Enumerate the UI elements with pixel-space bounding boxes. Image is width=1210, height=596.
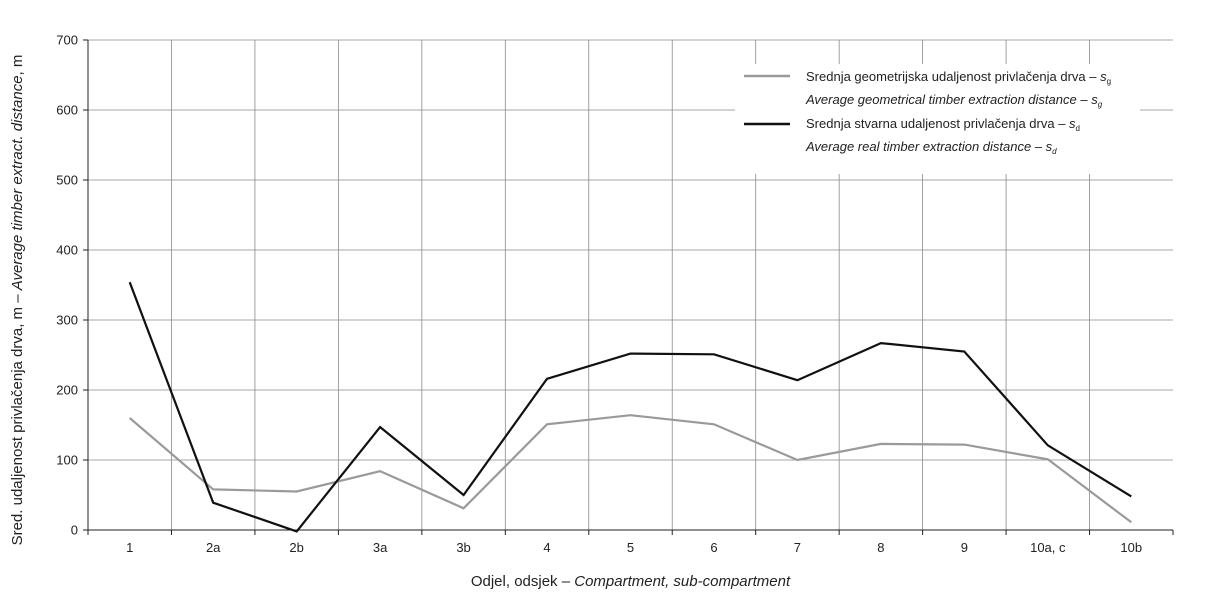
x-tick-label: 10a, c	[1030, 540, 1066, 555]
y-tick-label: 0	[71, 523, 78, 538]
y-axis-title-plain: Sred. udaljenost privlačenja drva, m –	[9, 290, 26, 545]
gridlines	[88, 39, 1173, 530]
legend-label-hr: Srednja stvarna udaljenost privlačenja d…	[806, 116, 1080, 133]
x-tick-label: 6	[710, 540, 717, 555]
legend-label-var: s	[1069, 116, 1076, 131]
legend-label-sub: g	[1107, 77, 1111, 86]
legend-label-text: Srednja stvarna udaljenost privlačenja d…	[806, 116, 1069, 131]
x-tick-label: 1	[126, 540, 133, 555]
x-tick-label: 4	[543, 540, 550, 555]
x-tick-label: 9	[961, 540, 968, 555]
y-tick-label: 100	[56, 453, 78, 468]
legend-label-sub: g	[1098, 100, 1103, 109]
x-axis-title: Odjel, odsjek – Compartment, sub-compart…	[471, 573, 791, 590]
y-tick-label: 200	[56, 383, 78, 398]
y-tick-label: 700	[56, 33, 78, 48]
y-tick-label: 300	[56, 313, 78, 328]
x-tick-label: 2a	[206, 540, 221, 555]
x-axis-title-italic: Compartment, sub-compartment	[574, 573, 791, 590]
legend-box	[735, 64, 1140, 174]
x-tick-label: 5	[627, 540, 634, 555]
x-tick-label: 10b	[1120, 540, 1142, 555]
legend: Srednja geometrijska udaljenost privlače…	[744, 69, 1111, 156]
axes	[83, 39, 1174, 535]
y-axis-title-unit: , m	[9, 55, 26, 76]
series-lines	[128, 281, 1132, 533]
y-tick-label: 500	[56, 173, 78, 188]
legend-label-en: Average geometrical timber extraction di…	[805, 92, 1103, 109]
legend-label-var: s	[1046, 139, 1053, 154]
real-distance-line	[128, 281, 1132, 533]
legend-background	[735, 64, 1140, 174]
legend-label-hr: Srednja geometrijska udaljenost privlače…	[806, 69, 1111, 86]
geometric-distance-line	[128, 414, 1132, 524]
legend-label-sub: d	[1052, 147, 1057, 156]
legend-label-text: Average geometrical timber extraction di…	[805, 92, 1091, 107]
x-tick-label: 2b	[289, 540, 303, 555]
x-tick-label: 7	[794, 540, 801, 555]
x-tick-label: 3a	[373, 540, 388, 555]
x-axis-title-plain: Odjel, odsjek –	[471, 573, 574, 590]
x-tick-label: 8	[877, 540, 884, 555]
y-axis-title-italic: Average timber extract. distance	[9, 75, 26, 291]
legend-label-en: Average real timber extraction distance …	[805, 139, 1057, 156]
legend-label-sub: d	[1076, 124, 1080, 133]
x-tick-label: 3b	[456, 540, 470, 555]
legend-label-var: s	[1100, 69, 1107, 84]
y-tick-label: 400	[56, 243, 78, 258]
legend-label-var: s	[1091, 92, 1098, 107]
tick-labels: 0 100 200 300 400 500 600 700 1 2a 2b 3a 3b 4 5 6 7 8 9 10a…	[56, 33, 1142, 556]
y-tick-label: 600	[56, 103, 78, 118]
y-axis-title: Sred. udaljenost privlačenja drva, m – A…	[9, 55, 26, 546]
legend-label-text: Srednja geometrijska udaljenost privlače…	[806, 69, 1100, 84]
axis-titles: Odjel, odsjek – Compartment, sub-compart…	[9, 55, 791, 590]
legend-label-text: Average real timber extraction distance …	[805, 139, 1046, 154]
